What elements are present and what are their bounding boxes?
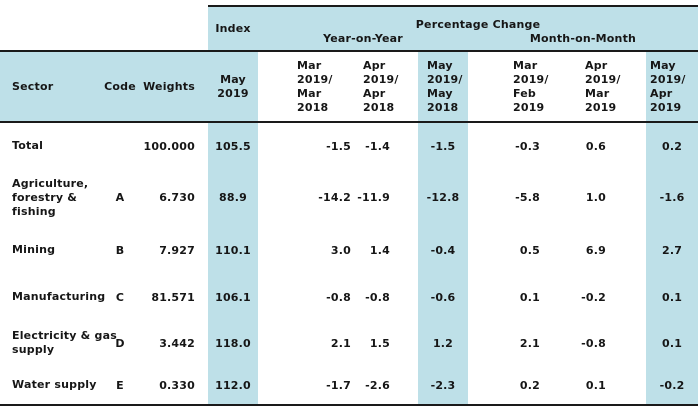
yoy-may-column-header: May 2019/May 2018 bbox=[418, 51, 468, 123]
mom-may-cell: -1.6 bbox=[646, 169, 699, 226]
weights-column-header: Weights bbox=[140, 51, 208, 123]
yoy-mar-column-header: Mar 2019/Mar 2018 bbox=[258, 51, 355, 123]
yoy-may-cell: -2.3 bbox=[418, 366, 468, 406]
sector-cell: Agriculture, forestry & fishing bbox=[12, 176, 89, 218]
yoy-apr-cell: -1.4 bbox=[365, 139, 390, 153]
index-value-cell: 88.9 bbox=[208, 169, 258, 226]
table-row-agriculture: Agriculture, forestry & fishing A 6.730 88… bbox=[0, 169, 699, 226]
mom-apr-cell: 0.6 bbox=[585, 139, 606, 153]
code-cell bbox=[100, 122, 140, 169]
mom-apr-cell: 1.0 bbox=[585, 191, 606, 204]
code-cell: D bbox=[115, 336, 125, 350]
mom-apr-column-header: Apr 2019/Mar 2019 bbox=[545, 51, 646, 123]
weights-cell: 100.000 bbox=[143, 139, 195, 153]
mom-may-cell: 0.1 bbox=[646, 320, 699, 366]
mom-mar-cell: 2.1 bbox=[519, 336, 540, 350]
mom-mar-column-header: Mar 2019/Feb 2019 bbox=[468, 51, 548, 123]
mom-may-column-header: May 2019/Apr 2019 bbox=[646, 51, 699, 123]
mom-may-cell: -0.2 bbox=[646, 366, 699, 406]
index-value-cell: 106.1 bbox=[208, 274, 258, 320]
table-row-mining: Mining B 7.927 110.1 3.0 1.4 -0.4 0.5 6.… bbox=[0, 226, 699, 274]
yoy-may-cell: 1.2 bbox=[418, 320, 468, 366]
yoy-may-cell: -0.4 bbox=[418, 226, 468, 274]
mom-mar-cell: 0.2 bbox=[468, 366, 545, 406]
weights-cell: 81.571 bbox=[151, 290, 195, 304]
table-row-electricity: Electricity & gas supply D 3.442 118.0 2.… bbox=[0, 320, 699, 366]
period-group-labels: Year-on-Year Month-on-Month bbox=[258, 32, 698, 46]
column-header-row: Sector Code Weights May 2019 Mar 2019/Mar 2… bbox=[0, 51, 699, 123]
percentage-change-group-header: Percentage Change Year-on-Year Month-on-… bbox=[258, 5, 699, 52]
yoy-apr-cell: 1.4 bbox=[369, 243, 390, 257]
yoy-apr-column-header: Apr 2019/Apr 2018 bbox=[355, 51, 418, 123]
index-value-cell: 118.0 bbox=[208, 320, 258, 366]
mom-may-cell: 0.2 bbox=[646, 122, 699, 169]
mom-apr-cell: -0.8 bbox=[581, 336, 606, 350]
top-header-row: Index Percentage Change Year-on-Year Mon… bbox=[0, 5, 699, 52]
weights-cell: 6.730 bbox=[159, 191, 195, 204]
top-header-spacer bbox=[0, 6, 208, 52]
table-row-manufacturing: Manufacturing C 81.571 106.1 -0.8 -0.8 -… bbox=[0, 274, 699, 320]
mom-may-cell: 2.7 bbox=[646, 226, 699, 274]
sector-cell: Total bbox=[12, 139, 44, 152]
year-on-year-label: Year-on-Year bbox=[323, 32, 403, 45]
mom-apr-cell: -0.2 bbox=[581, 290, 606, 304]
month-on-month-label: Month-on-Month bbox=[529, 32, 637, 45]
table-row-total: Total 100.000 105.5 -1.5 -1.4 -1.5 -0.3 … bbox=[0, 122, 699, 169]
index-value-cell: 105.5 bbox=[208, 122, 258, 169]
yoy-may-cell: -0.6 bbox=[418, 274, 468, 320]
yoy-mar-cell: 2.1 bbox=[330, 336, 351, 350]
yoy-mar-cell: 3.0 bbox=[330, 243, 351, 257]
index-group-header: Index bbox=[208, 5, 258, 52]
sector-column-header: Sector bbox=[0, 51, 100, 123]
weights-cell: 0.330 bbox=[140, 366, 208, 406]
yoy-apr-cell: 1.5 bbox=[369, 336, 390, 350]
weights-cell: 7.927 bbox=[159, 243, 195, 257]
sector-cell: Mining bbox=[12, 243, 56, 256]
mom-mar-cell: 0.5 bbox=[519, 243, 540, 257]
yoy-mar-cell: -1.5 bbox=[326, 139, 351, 153]
yoy-may-cell: -1.5 bbox=[418, 122, 468, 169]
code-cell: C bbox=[115, 290, 125, 304]
code-cell: E bbox=[100, 366, 140, 406]
yoy-apr-cell: -11.9 bbox=[357, 191, 390, 204]
percentage-change-label: Percentage Change bbox=[415, 18, 541, 31]
mom-mar-cell: -5.8 bbox=[515, 191, 540, 204]
yoy-may-cell: -12.8 bbox=[418, 169, 468, 226]
sector-cell: Manufacturing bbox=[12, 290, 106, 303]
statistics-table: Index Percentage Change Year-on-Year Mon… bbox=[0, 5, 699, 406]
index-value-cell: 112.0 bbox=[208, 366, 258, 406]
yoy-apr-cell: -0.8 bbox=[365, 290, 390, 304]
mom-mar-cell: -0.3 bbox=[515, 139, 540, 153]
sector-cell: Electricity & gas supply bbox=[12, 329, 117, 356]
weights-cell: 3.442 bbox=[159, 336, 195, 350]
yoy-mar-cell: -0.8 bbox=[326, 290, 351, 304]
yoy-apr-cell: -2.6 bbox=[355, 366, 418, 406]
yoy-mar-cell: -1.7 bbox=[258, 366, 355, 406]
mom-may-cell: 0.1 bbox=[646, 274, 699, 320]
index-period-column-header: May 2019 bbox=[208, 51, 258, 123]
code-column-header: Code bbox=[100, 51, 140, 123]
mom-mar-cell: 0.1 bbox=[519, 290, 540, 304]
code-cell: B bbox=[115, 243, 125, 257]
sector-cell: Water supply bbox=[0, 366, 100, 406]
mom-apr-cell: 6.9 bbox=[585, 243, 606, 257]
yoy-mar-cell: -14.2 bbox=[318, 191, 351, 204]
index-value-cell: 110.1 bbox=[208, 226, 258, 274]
mom-apr-cell: 0.1 bbox=[545, 366, 646, 406]
code-cell: A bbox=[115, 191, 125, 204]
table-row-water: Water supply E 0.330 112.0 -1.7 -2.6 -2.… bbox=[0, 366, 699, 406]
